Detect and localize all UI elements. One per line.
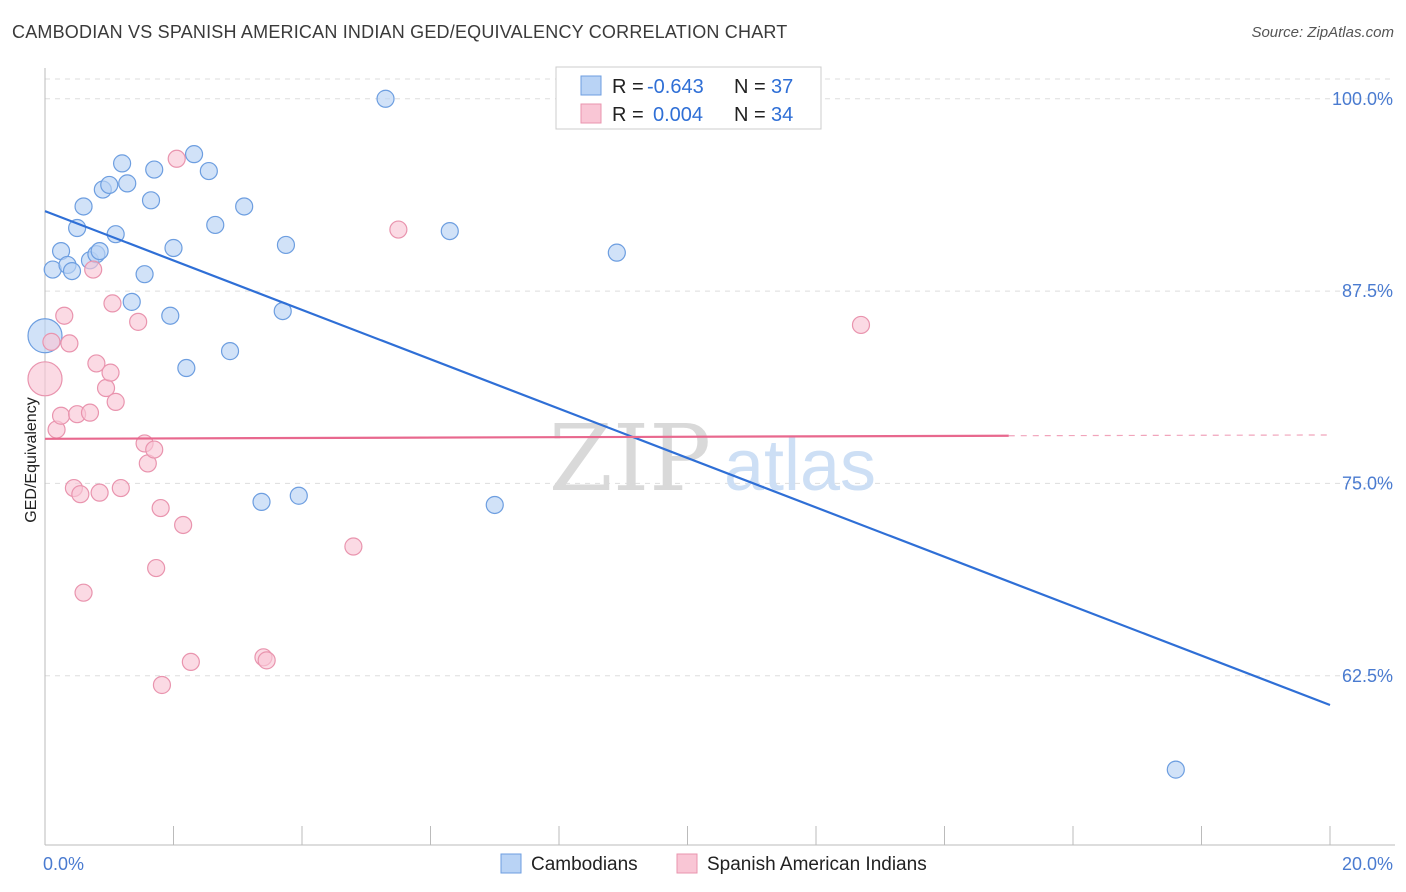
cambodian-point [252,492,271,511]
cambodian-point [74,197,93,216]
cambodian-point [235,197,254,216]
legend-n-value-1: 34 [771,104,793,126]
spanish-american-indian-point [80,403,100,422]
spanish-american-indian-point [389,220,408,239]
cambodian-point [1166,760,1185,779]
cambodian-point [112,154,132,173]
spanish-american-indian-point [90,483,109,502]
cambodian-point [177,358,196,378]
series-legend-swatch-cambodians [500,853,522,874]
y-tick-label: 87.5% [1342,281,1393,301]
legend-r-value-1: 0.004 [653,104,703,126]
watermark-zip: ZIP [549,405,711,512]
watermark: ZIP atlas [549,405,876,512]
spanish-american-indian-point [27,361,63,397]
cambodian-point [68,218,87,238]
legend-r-label-1: R = [612,104,644,126]
y-tick-label: 62.5% [1342,666,1393,686]
x-tick-label-max: 20.0% [1342,854,1393,874]
legend: R = -0.643 N = 37 R = 0.004 N = 34 [555,66,822,130]
cambodian-point [62,261,82,281]
spanish-american-indian-point [111,478,130,498]
legend-r-value-0: -0.643 [647,76,704,98]
cambodian-point [376,89,395,108]
spanish-american-indian-point [851,315,871,335]
legend-swatch-spanish-american-indians [580,103,602,124]
cambodian-point [141,191,161,210]
tick-labels: 62.5% 75.0% 87.5% 100.0% 0.0% 20.0% [43,89,1393,874]
data-points [27,89,1185,779]
spanish-american-indian-point [106,392,125,411]
spanish-american-indian-point [103,294,122,313]
spanish-american-indian-point [51,406,71,425]
cambodian-point [440,221,459,241]
legend-n-label-0: N = [734,76,766,98]
spanish-american-indian-point [129,312,148,331]
chart-title: CAMBODIAN VS SPANISH AMERICAN INDIAN GED… [12,22,788,42]
cambodian-point [289,486,308,505]
cambodians-trend-line [44,210,1331,707]
spanish-american-indian-point [174,515,193,535]
cambodian-point [100,175,119,195]
series-legend-label-cambodians: Cambodians [531,854,638,875]
y-axis-label: GED/Equivalency [23,397,40,522]
cambodian-point [276,235,296,255]
cambodian-point [145,160,164,179]
legend-r-label-0: R = [612,76,644,98]
legend-n-label-1: N = [734,104,766,126]
spanish-american-indians-trend-line [44,434,1009,440]
spanish-american-indian-point [101,363,120,382]
spanish-american-indian-point [84,260,103,279]
spanish-american-indian-point [71,485,90,504]
cambodian-point [206,215,225,235]
source-label: Source: ZipAtlas.com [1251,24,1394,41]
cambodian-point [161,306,180,325]
axes [44,68,1395,846]
cambodian-point [164,238,183,258]
cambodian-point [90,241,109,261]
spanish-american-indian-point [87,354,106,373]
cambodian-point [485,495,504,515]
y-tick-label: 75.0% [1342,473,1393,493]
spanish-american-indian-point [74,583,93,602]
cambodian-point [199,161,218,181]
grid-lines [45,78,1395,677]
y-tick-label: 100.0% [1332,89,1393,109]
spanish-american-indian-point [344,537,363,556]
watermark-atlas: atlas [724,426,876,506]
spanish-american-indian-point [257,651,276,670]
spanish-american-indian-point [167,149,186,168]
spanish-american-indian-point [147,558,166,578]
series-legend-label-spanish-american-indians: Spanish American Indians [707,854,927,875]
spanish-american-indian-point [55,306,74,325]
spanish-american-indian-point [151,498,170,518]
trend-lines [44,210,1331,707]
spanish-american-indian-point [42,332,61,351]
cambodian-point [135,265,154,284]
series-legend-swatch-spanish-american-indians [676,853,698,874]
cambodian-point [122,292,141,311]
spanish-american-indians-trend-extension [1008,434,1331,437]
spanish-american-indian-point [60,334,79,353]
cambodian-point [184,145,204,164]
cambodian-point [118,174,137,193]
legend-swatch-cambodians [580,75,602,96]
series-legend: Cambodians Spanish American Indians [500,853,927,875]
spanish-american-indian-point [145,440,164,459]
spanish-american-indian-point [181,652,200,672]
x-tick-label-min: 0.0% [43,854,84,874]
cambodian-point [607,243,626,262]
cambodian-point [220,342,240,361]
spanish-american-indian-point [152,675,172,695]
legend-n-value-0: 37 [771,76,793,98]
